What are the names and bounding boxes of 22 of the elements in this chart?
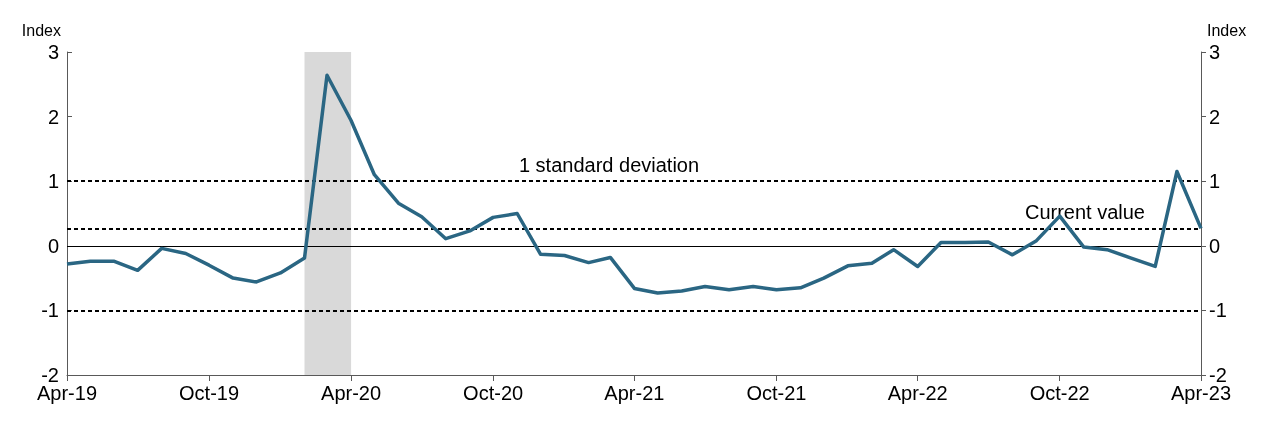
y2-tick-label: 3 xyxy=(1209,41,1221,63)
y2-tick-label: 1 xyxy=(1209,170,1221,193)
x-tick-label: Apr-20 xyxy=(321,382,382,404)
y-axis-title: Index xyxy=(21,21,61,39)
x-tick-label: Oct-21 xyxy=(746,382,807,404)
x-tick-label: Oct-22 xyxy=(1029,382,1090,404)
y2-tick-label: 2 xyxy=(1209,105,1221,128)
line-series xyxy=(65,73,1203,295)
y-tick-label: 0 xyxy=(47,234,59,257)
y-tick-label: 1 xyxy=(47,170,59,193)
y-tick-label: -1 xyxy=(41,299,59,322)
x-tick-label: Apr-21 xyxy=(604,382,665,404)
y2-tick-label: 0 xyxy=(1209,234,1221,257)
ref-line-label: 1 standard deviation xyxy=(518,154,700,177)
x-tick-label: Apr-22 xyxy=(887,382,948,404)
x-tick-label: Oct-19 xyxy=(179,382,240,404)
ref-line-label: Current value xyxy=(1024,201,1145,224)
x-tick-label: Oct-20 xyxy=(463,382,524,404)
y-tick-label: 3 xyxy=(47,41,59,63)
y2-axis-title: Index xyxy=(1207,21,1247,39)
y-tick-label: 2 xyxy=(47,105,59,128)
y2-tick-label: -1 xyxy=(1209,299,1227,322)
